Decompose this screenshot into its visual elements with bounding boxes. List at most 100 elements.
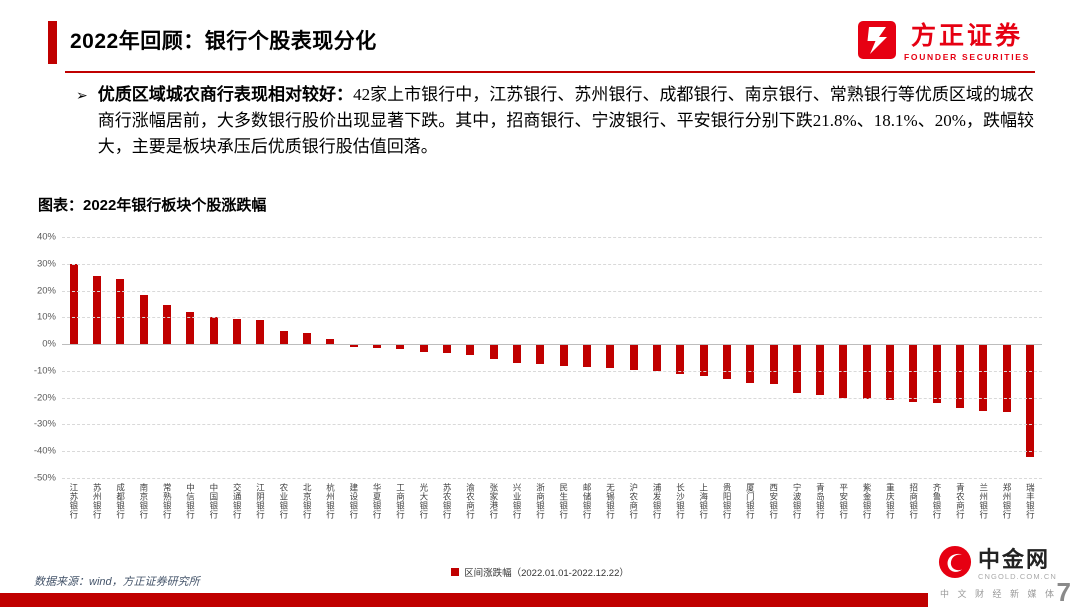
bar-浦发银行	[652, 344, 661, 371]
x-label-cell: 招商银行	[902, 483, 925, 549]
x-label-cell: 沪农商行	[622, 483, 645, 549]
bar-北京银行	[302, 333, 311, 345]
x-axis-label: 浙商银行	[535, 483, 546, 519]
x-axis-label: 中国银行	[208, 483, 219, 519]
x-axis-label: 苏州银行	[92, 483, 103, 519]
x-label-cell: 农业银行	[272, 483, 295, 549]
gridline	[62, 397, 1042, 399]
bar-青农商行	[956, 344, 965, 409]
x-label-cell: 西安银行	[762, 483, 785, 549]
bar-column	[249, 237, 272, 478]
x-axis-label: 重庆银行	[885, 483, 896, 519]
cngold-domain: CNGOLD.COM.CN	[978, 572, 1057, 582]
bar-column	[599, 237, 622, 478]
x-label-cell: 苏州银行	[85, 483, 108, 549]
bar-column	[459, 237, 482, 478]
x-axis-label: 农业银行	[278, 483, 289, 519]
x-label-cell: 江苏银行	[62, 483, 85, 549]
x-label-cell: 工商银行	[389, 483, 412, 549]
bar-column	[972, 237, 995, 478]
bar-column	[622, 237, 645, 478]
x-axis-label: 平安银行	[838, 483, 849, 519]
x-axis-label: 光大银行	[418, 483, 429, 519]
chart-title: 图表：2022年银行板块个股涨跌幅	[38, 197, 267, 214]
bar-column	[575, 237, 598, 478]
x-label-cell: 厦门银行	[739, 483, 762, 549]
bar-邮储银行	[582, 344, 591, 367]
x-label-cell: 中信银行	[179, 483, 202, 549]
bar-工商银行	[396, 344, 405, 350]
bar-郑州银行	[1002, 344, 1011, 413]
summary-text: 优质区域城农商行表现相对较好：42家上市银行中，江苏银行、苏州银行、成都银行、南…	[98, 82, 1034, 160]
bar-建设银行	[349, 344, 358, 347]
x-axis-label: 兰州银行	[978, 483, 989, 519]
bar-张家港行	[489, 344, 498, 359]
x-label-cell: 南京银行	[132, 483, 155, 549]
bar-长沙银行	[676, 344, 685, 374]
bar-华夏银行	[372, 344, 381, 349]
bar-column	[412, 237, 435, 478]
bar-江苏银行	[69, 263, 78, 345]
bar-column	[505, 237, 528, 478]
bar-column	[715, 237, 738, 478]
x-label-cell: 中国银行	[202, 483, 225, 549]
bar-杭州银行	[326, 338, 335, 345]
y-tick-label: 40%	[36, 231, 56, 243]
bar-苏农银行	[442, 344, 451, 354]
y-tick-label: -40%	[33, 445, 56, 457]
x-label-cell: 北京银行	[295, 483, 318, 549]
bar-交通银行	[232, 318, 241, 345]
bar-column	[202, 237, 225, 478]
x-label-cell: 瑞丰银行	[1018, 483, 1041, 549]
x-label-cell: 平安银行	[832, 483, 855, 549]
x-label-cell: 浦发银行	[645, 483, 668, 549]
bar-column	[809, 237, 832, 478]
bar-江阴银行	[256, 320, 265, 345]
x-axis-label: 青岛银行	[815, 483, 826, 519]
bar-南京银行	[139, 294, 148, 345]
founder-logo-icon	[857, 20, 897, 65]
x-axis-label: 南京银行	[138, 483, 149, 519]
x-label-cell: 成都银行	[109, 483, 132, 549]
x-label-cell: 重庆银行	[878, 483, 901, 549]
x-label-cell: 浙商银行	[529, 483, 552, 549]
summary-body: 42家上市银行中，江苏银行、苏州银行、成都银行、南京银行、常熟银行等优质区域的城…	[97, 85, 1035, 156]
x-axis-label: 交通银行	[232, 483, 243, 519]
page-title: 2022年回顾：银行个股表现分化	[70, 30, 377, 53]
y-tick-label: 30%	[36, 258, 56, 270]
x-label-cell: 贵阳银行	[715, 483, 738, 549]
bar-中信银行	[186, 311, 195, 345]
bar-兴业银行	[512, 344, 521, 363]
x-axis-label: 邮储银行	[582, 483, 593, 519]
x-axis-label: 民生银行	[558, 483, 569, 519]
bar-column	[925, 237, 948, 478]
bar-兰州银行	[979, 344, 988, 412]
x-axis-label: 无锡银行	[605, 483, 616, 519]
bar-厦门银行	[746, 344, 755, 383]
gridline	[62, 317, 1042, 319]
bullet-arrow-icon: ➢	[76, 87, 88, 103]
x-axis-label: 工商银行	[395, 483, 406, 519]
bar-column	[109, 237, 132, 478]
bar-column	[832, 237, 855, 478]
x-axis-label: 贵阳银行	[722, 483, 733, 519]
x-axis-label: 西安银行	[768, 483, 779, 519]
x-axis-label: 建设银行	[348, 483, 359, 519]
x-label-cell: 宁波银行	[785, 483, 808, 549]
chart-legend: 区间涨跌幅（2022.01.01-2022.12.22）	[0, 565, 1080, 579]
bar-column	[482, 237, 505, 478]
bar-无锡银行	[606, 344, 615, 369]
bar-column	[272, 237, 295, 478]
x-axis-label: 北京银行	[302, 483, 313, 519]
bar-column	[692, 237, 715, 478]
bar-沪农商行	[629, 344, 638, 370]
bar-column	[155, 237, 178, 478]
bar-column	[948, 237, 971, 478]
x-axis-label: 成都银行	[115, 483, 126, 519]
x-axis-label: 常熟银行	[162, 483, 173, 519]
title-underline	[65, 71, 1035, 73]
bar-瑞丰银行	[1026, 344, 1035, 457]
y-tick-label: -10%	[33, 365, 56, 377]
x-label-cell: 青农商行	[948, 483, 971, 549]
logo-name-cn: 方正证券	[910, 22, 1023, 51]
